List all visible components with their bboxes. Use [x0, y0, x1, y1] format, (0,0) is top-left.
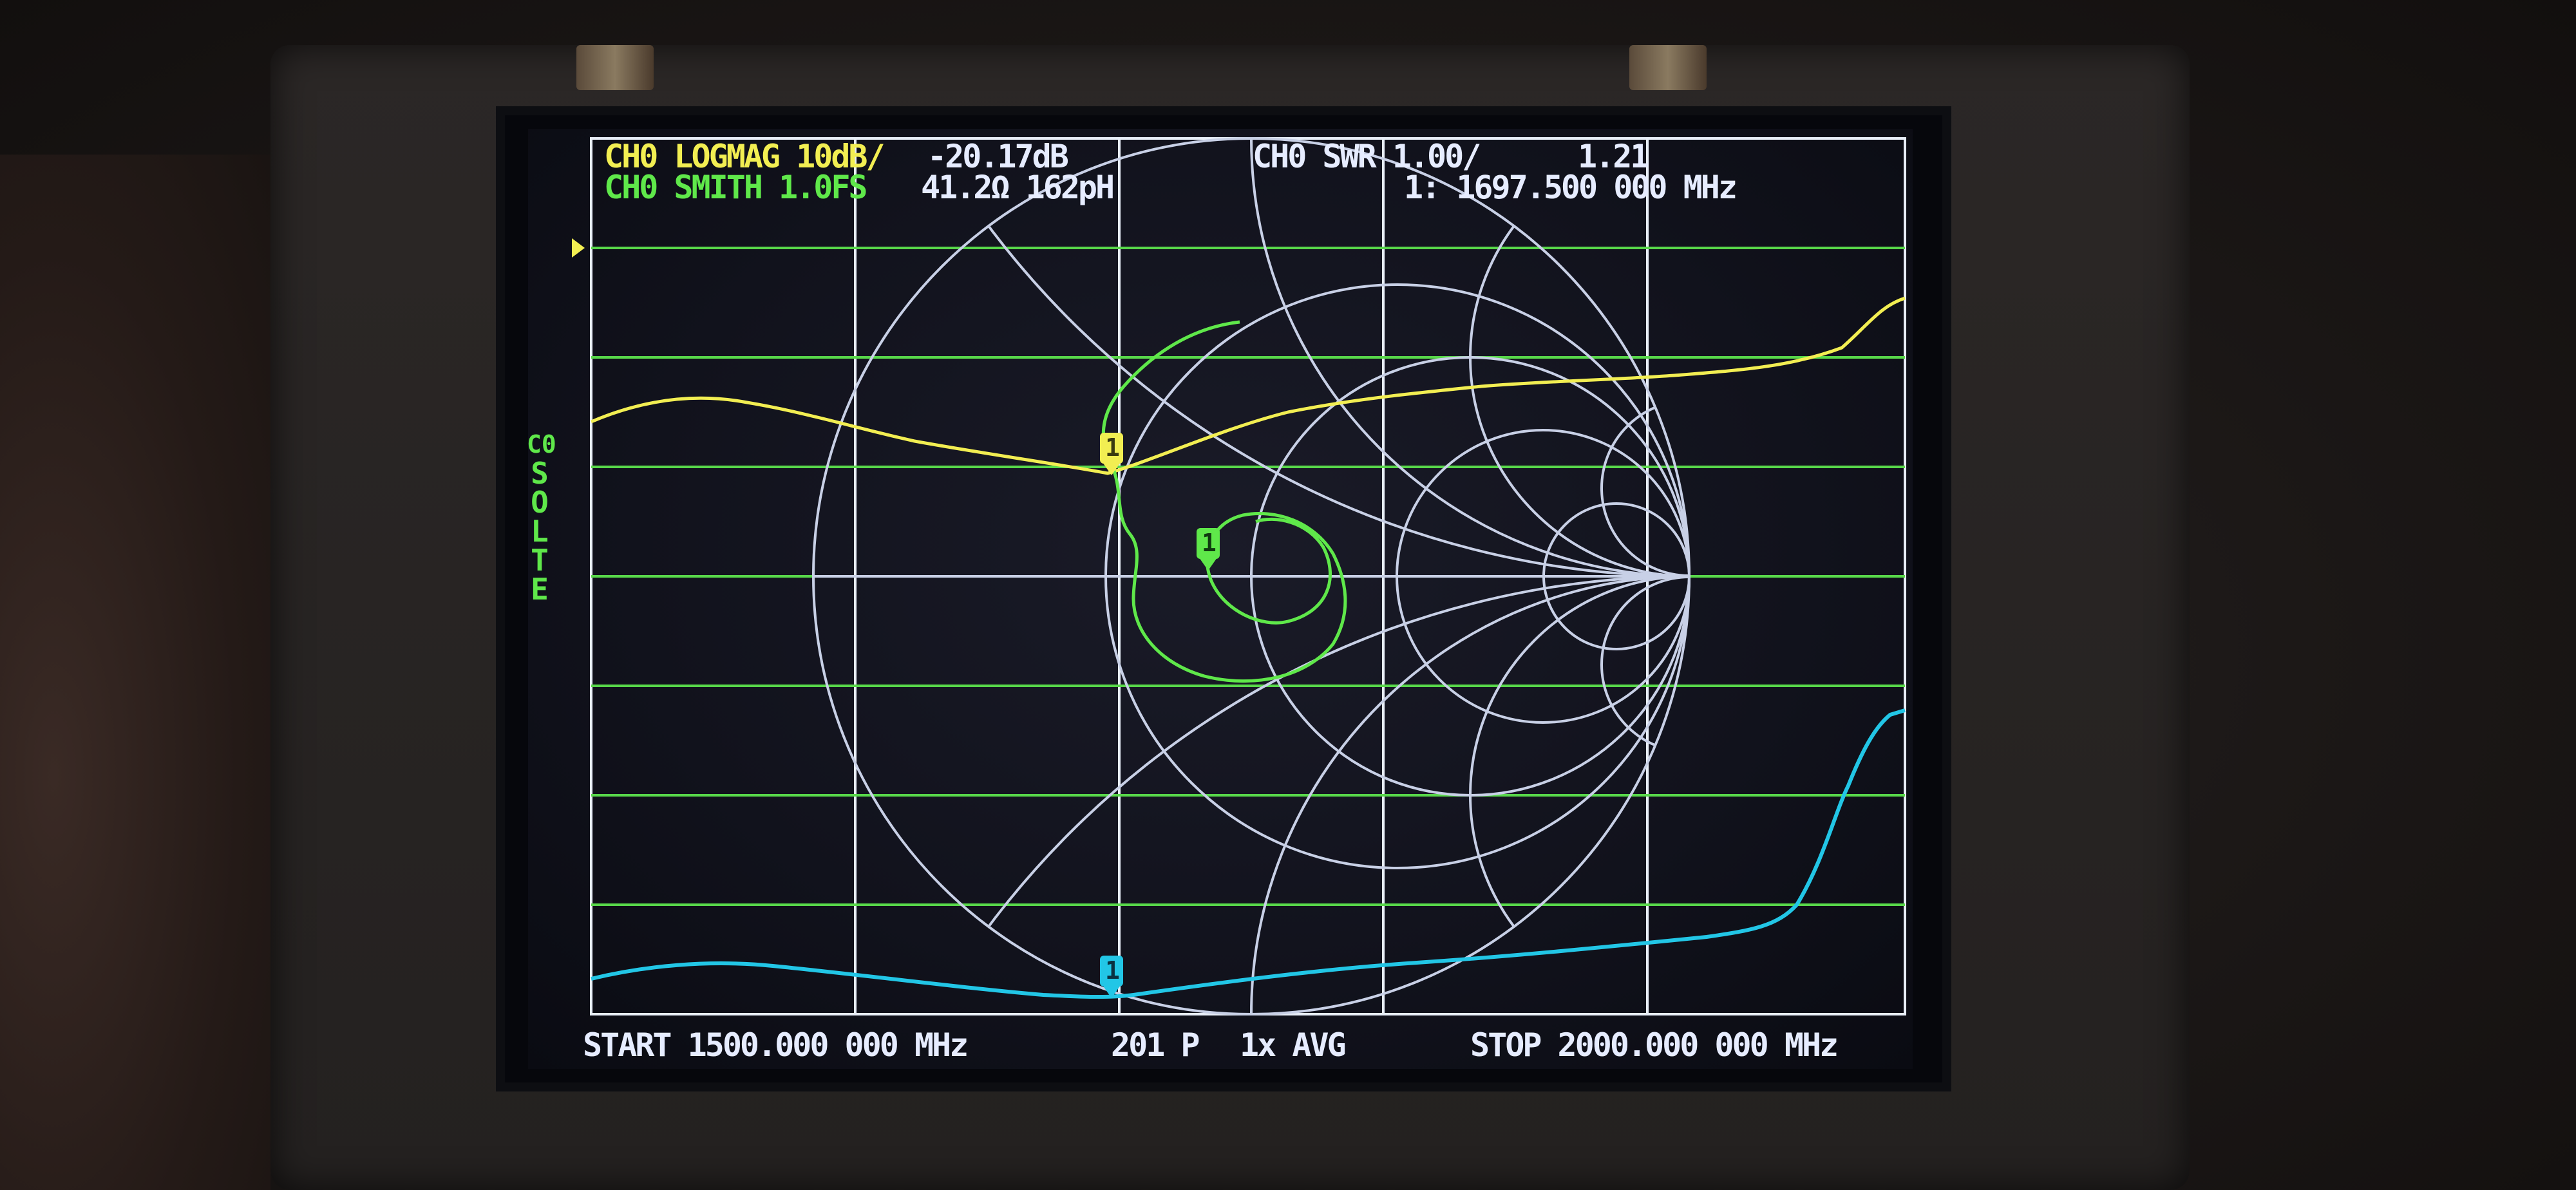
stop-frequency[interactable]: STOP 2000.000 000 MHz	[1470, 1026, 1839, 1064]
hand	[0, 155, 270, 1190]
cal-status-3: L	[531, 514, 549, 549]
sma-connector-right	[1629, 45, 1707, 90]
ch0-swr-label[interactable]: CH0 SWR 1.00/	[1253, 138, 1481, 175]
ch0-logmag-value: -20.17dB	[927, 138, 1069, 175]
cal-status-5: E	[531, 572, 549, 607]
marker-smith[interactable]	[1197, 528, 1220, 571]
marker-frequency-readout: 1: 1697.500 000 MHz	[1404, 169, 1738, 206]
ch0-smith-value: 41.2Ω 162pH	[921, 169, 1115, 206]
smith-chart-grid	[812, 137, 1690, 1015]
smith-x-arcs	[813, 138, 1689, 1014]
lcd-screen[interactable]	[528, 129, 1913, 1069]
marker-logmag-label: 1	[1105, 433, 1120, 462]
marker-swr[interactable]	[1100, 956, 1123, 998]
cal-status-0: C0	[527, 430, 556, 458]
calibration-status: C0 S O L T E	[527, 430, 556, 607]
cal-status-1: S	[531, 456, 549, 491]
cal-status-4: T	[531, 543, 549, 578]
marker-smith-label: 1	[1202, 529, 1217, 557]
reference-level-marker	[572, 238, 585, 258]
swr-trace	[591, 708, 1906, 999]
logmag-trace	[591, 296, 1906, 475]
ch0-smith-label[interactable]: CH0 SMITH 1.0FS	[604, 169, 868, 206]
marker-logmag[interactable]	[1100, 433, 1123, 475]
cal-status-2: O	[531, 485, 549, 520]
ch0-swr-value: 1.21	[1578, 138, 1649, 175]
smith-trace	[1101, 320, 1347, 683]
start-frequency[interactable]: START 1500.000 000 MHz	[583, 1026, 969, 1064]
marker-swr-label: 1	[1105, 956, 1120, 985]
averaging[interactable]: 1x AVG	[1240, 1026, 1347, 1064]
ch0-logmag-label[interactable]: CH0 LOGMAG 10dB/	[604, 138, 886, 175]
points-count[interactable]: 201 P	[1111, 1026, 1200, 1064]
sma-connector-left	[576, 45, 654, 90]
